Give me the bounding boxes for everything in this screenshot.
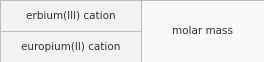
Bar [141,0,264,62]
Bar [0,31,141,62]
Text: europium(II) cation: europium(II) cation [21,41,120,52]
Text: molar mass: molar mass [172,26,233,36]
Text: erbium(III) cation: erbium(III) cation [26,10,115,21]
Bar [0,0,141,31]
